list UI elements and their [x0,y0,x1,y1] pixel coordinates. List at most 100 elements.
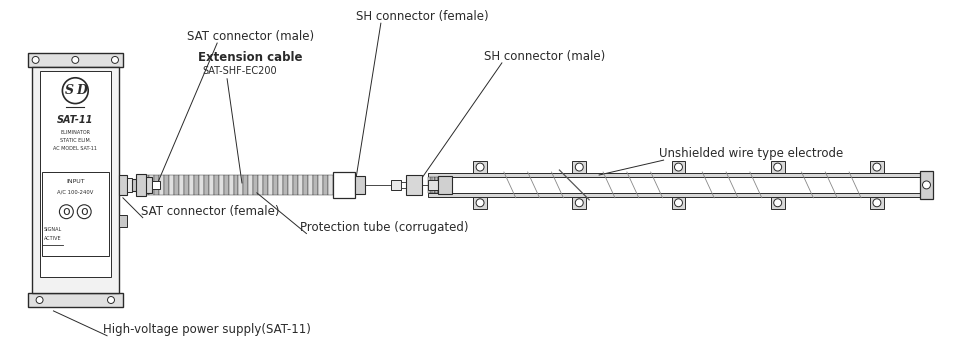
Bar [355,176,365,194]
Bar [313,175,318,195]
Bar [449,177,451,193]
Bar [318,175,323,195]
Bar [219,175,224,195]
Bar [870,161,884,173]
Bar [179,175,183,195]
Bar [428,177,430,193]
Bar [431,177,433,193]
Text: SH connector (female): SH connector (female) [356,10,489,23]
Bar [254,175,259,195]
Bar [136,174,145,196]
Bar [138,177,151,193]
Bar [174,175,179,195]
Bar [428,180,438,190]
Bar [447,177,449,193]
Text: D: D [76,84,87,97]
Circle shape [674,199,682,207]
Bar [473,197,487,209]
Circle shape [674,163,682,171]
Bar [442,177,444,193]
Text: ACTIVE: ACTIVE [44,236,61,241]
Circle shape [774,199,782,207]
Bar [132,183,153,187]
Bar [243,175,249,195]
Bar [214,175,219,195]
Bar [233,175,238,195]
Bar [273,175,278,195]
Text: o: o [62,205,70,218]
Text: Extension cable: Extension cable [198,51,303,64]
Bar [671,197,685,209]
Bar [183,175,188,195]
Bar [572,161,587,173]
Bar [119,175,127,195]
Bar [193,175,198,195]
Bar [294,175,299,195]
Bar [473,161,487,173]
Bar [435,177,437,193]
Bar [323,175,328,195]
Bar [143,175,148,195]
Circle shape [575,163,584,171]
Bar [438,176,452,194]
Bar [288,175,294,195]
Bar [153,175,159,195]
Bar [264,175,268,195]
Circle shape [60,205,73,219]
Text: S: S [65,84,74,97]
Text: Protection tube (corrugated): Protection tube (corrugated) [300,220,468,233]
Bar [164,175,169,195]
Bar [278,175,283,195]
Bar [572,197,587,209]
Circle shape [111,57,118,64]
Text: High-voltage power supply(SAT-11): High-voltage power supply(SAT-11) [103,323,311,336]
Bar [228,175,233,195]
Bar [169,175,174,195]
Circle shape [62,78,88,104]
Bar [27,293,123,307]
Circle shape [32,57,39,64]
Text: SAT-SHF-EC200: SAT-SHF-EC200 [202,66,277,76]
Bar [671,161,685,173]
Circle shape [476,199,484,207]
Circle shape [873,199,881,207]
Bar [209,175,214,195]
Bar [328,175,333,195]
Bar [333,172,355,198]
Text: SH connector (male): SH connector (male) [484,50,605,63]
Bar [119,215,127,227]
Bar [401,182,406,188]
Bar [31,67,119,293]
Bar [428,193,931,197]
Bar [771,197,785,209]
Bar [151,181,160,189]
Circle shape [77,205,91,219]
Circle shape [922,181,930,189]
Bar [204,175,209,195]
Bar [188,175,193,195]
Bar [283,175,288,195]
Text: SAT connector (male): SAT connector (male) [187,30,314,43]
Text: ELIMINATOR: ELIMINATOR [61,130,91,135]
Bar [127,178,132,192]
Bar [919,171,933,199]
Bar [308,175,313,195]
Circle shape [873,163,881,171]
Bar [437,177,438,193]
Bar [132,179,138,191]
Text: STATIC ELIM.: STATIC ELIM. [60,138,91,143]
Bar [249,175,254,195]
Bar [299,175,304,195]
Text: SAT connector (female): SAT connector (female) [141,205,279,218]
Text: SIGNAL: SIGNAL [44,227,61,232]
Bar [430,177,431,193]
Bar [433,177,435,193]
Bar [148,175,153,195]
Bar [27,53,123,67]
Bar [406,175,422,195]
Bar [42,172,109,256]
Bar [268,175,273,195]
Bar [445,177,447,193]
Bar [428,173,931,177]
Circle shape [476,163,484,171]
